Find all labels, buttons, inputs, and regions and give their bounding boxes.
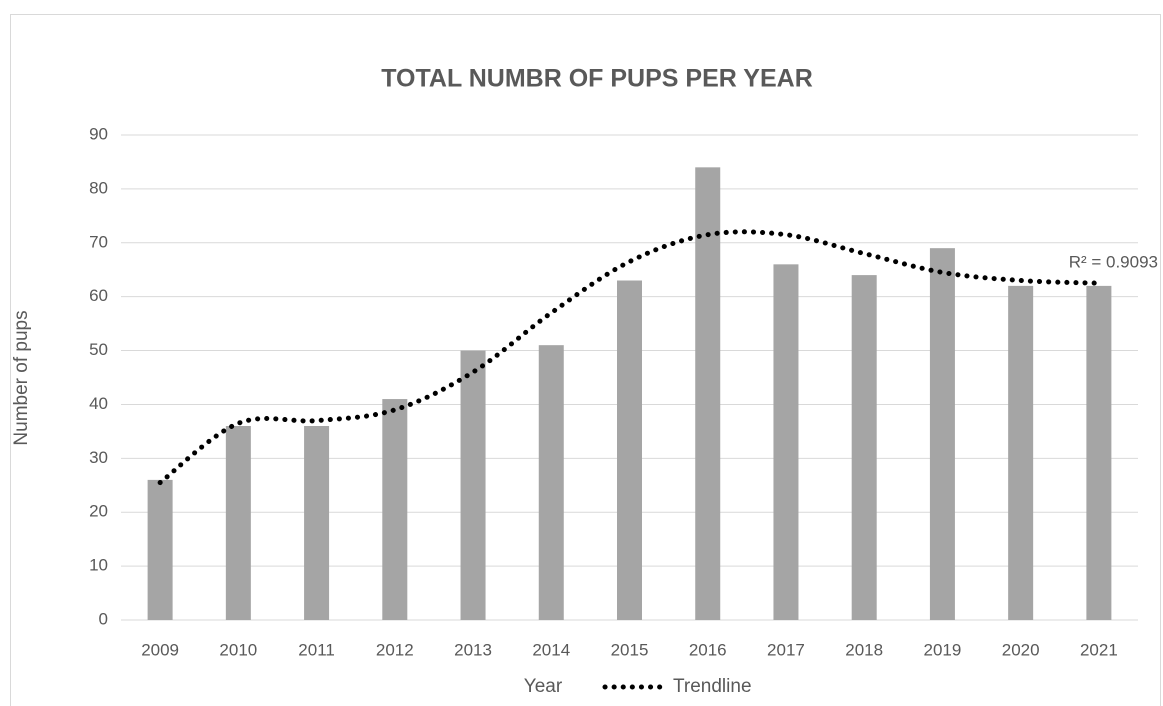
y-tick-label: 20 xyxy=(89,502,108,521)
chart-border xyxy=(10,14,1161,706)
chart-title: TOTAL NUMBR OF PUPS PER YEAR xyxy=(381,65,813,93)
x-tick-label: 2013 xyxy=(454,640,492,659)
x-tick-label: 2015 xyxy=(611,640,649,659)
bar xyxy=(382,399,408,620)
bar xyxy=(773,264,799,620)
bar xyxy=(929,248,955,620)
bar xyxy=(304,426,330,620)
x-tick-label: 2012 xyxy=(376,640,414,659)
y-tick-label: 50 xyxy=(89,340,108,359)
y-axis-title: Number of pups xyxy=(11,310,32,445)
annotation: R² = 0.9093 xyxy=(1069,252,1158,271)
bar xyxy=(851,275,877,620)
trendline xyxy=(157,229,1102,486)
y-tick-label: 30 xyxy=(89,448,108,467)
bar xyxy=(1008,285,1034,620)
y-tick-label: 90 xyxy=(89,124,108,143)
x-tick-label: 2018 xyxy=(845,640,883,659)
bar xyxy=(1086,285,1112,620)
x-tick-label: 2014 xyxy=(532,640,570,659)
y-tick-label: 10 xyxy=(89,556,108,575)
y-tick-label: 80 xyxy=(89,178,108,197)
y-tick-label: 40 xyxy=(89,394,108,413)
bar xyxy=(538,345,564,620)
x-tick-label: 2011 xyxy=(298,640,335,659)
x-tick-label: 2016 xyxy=(689,640,727,659)
bar xyxy=(617,280,642,620)
x-tick-label: 2017 xyxy=(767,640,805,659)
y-tick-label: 0 xyxy=(99,609,108,628)
x-tick-label: 2020 xyxy=(1002,640,1040,659)
bar xyxy=(147,479,173,620)
x-tick-label: 2010 xyxy=(219,640,257,659)
x-axis-title: Year xyxy=(524,676,563,697)
bar xyxy=(695,167,721,621)
bar xyxy=(225,426,251,620)
x-tick-label: 2009 xyxy=(141,640,179,659)
y-tick-label: 70 xyxy=(89,232,108,251)
x-tick-label: 2019 xyxy=(924,640,962,659)
x-tick-label: 2021 xyxy=(1080,640,1118,659)
legend-label: Trendline xyxy=(673,676,752,697)
y-tick-label: 60 xyxy=(89,286,108,305)
bar xyxy=(460,350,486,620)
